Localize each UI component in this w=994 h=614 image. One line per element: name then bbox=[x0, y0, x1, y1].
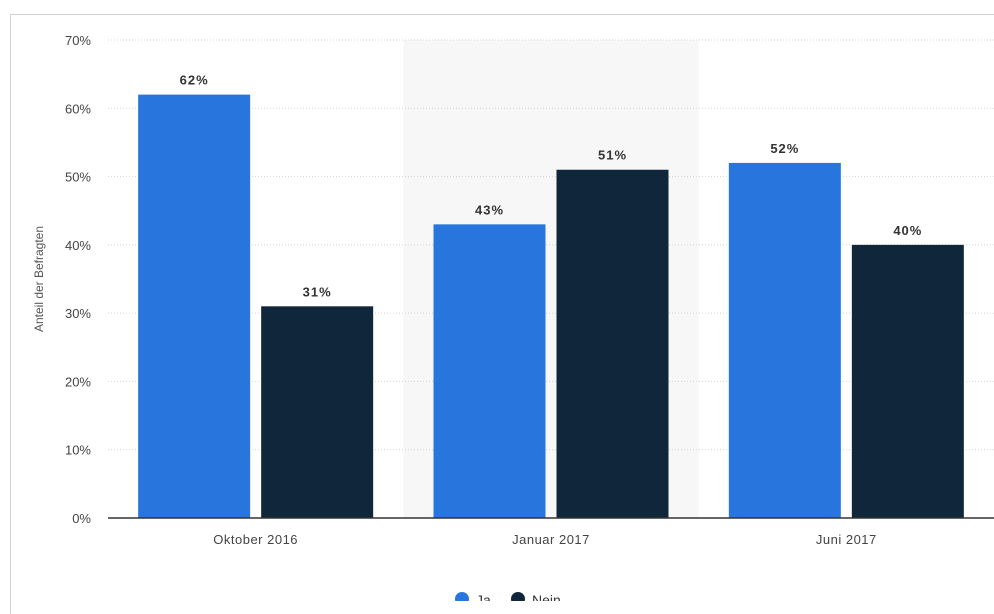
legend-marker bbox=[455, 592, 469, 601]
chart-frame bbox=[10, 14, 994, 614]
y-tick-label: 50% bbox=[65, 170, 91, 185]
y-tick-label: 30% bbox=[65, 306, 91, 321]
bar-ja[interactable] bbox=[138, 94, 251, 518]
data-label: 52% bbox=[770, 141, 799, 156]
y-axis-label: Anteil der Befragten bbox=[32, 226, 46, 332]
bar-chart: 0% 10% 20% 30% 40% 50% 60% 70% 62% 31% 43% 51% 52% 4… bbox=[32, 33, 994, 601]
bar-nein[interactable] bbox=[851, 244, 964, 518]
data-label: 43% bbox=[475, 202, 504, 217]
legend-item-nein[interactable]: Nein bbox=[511, 592, 561, 601]
bar-ja[interactable] bbox=[433, 224, 546, 518]
y-axis-ticks: 0% 10% 20% 30% 40% 50% 60% 70% bbox=[65, 33, 91, 526]
bar-nein[interactable] bbox=[556, 169, 669, 518]
bar-ja[interactable] bbox=[728, 162, 841, 518]
x-axis-ticks: Oktober 2016 Januar 2017 Juni 2017 bbox=[213, 532, 877, 547]
gridlines bbox=[108, 39, 994, 451]
data-label: 31% bbox=[303, 284, 332, 299]
x-tick-label: Januar 2017 bbox=[512, 532, 590, 547]
y-tick-label: 40% bbox=[65, 238, 91, 253]
x-tick-label: Oktober 2016 bbox=[213, 532, 298, 547]
y-tick-label: 0% bbox=[72, 511, 91, 526]
legend[interactable]: Ja Nein bbox=[455, 592, 561, 601]
bars bbox=[138, 94, 964, 518]
data-label: 40% bbox=[893, 223, 922, 238]
y-tick-label: 70% bbox=[65, 33, 91, 48]
y-tick-label: 60% bbox=[65, 101, 91, 116]
x-tick-label: Juni 2017 bbox=[816, 532, 877, 547]
y-tick-label: 10% bbox=[65, 443, 91, 458]
data-label: 62% bbox=[180, 73, 209, 88]
legend-item-ja[interactable]: Ja bbox=[455, 592, 491, 601]
y-tick-label: 20% bbox=[65, 374, 91, 389]
legend-label: Ja bbox=[476, 592, 491, 601]
data-label: 51% bbox=[598, 148, 627, 163]
legend-label: Nein bbox=[532, 592, 561, 601]
legend-marker bbox=[511, 592, 525, 601]
bar-nein[interactable] bbox=[261, 306, 374, 518]
data-labels: 62% 31% 43% 51% 52% 40% bbox=[180, 73, 922, 300]
